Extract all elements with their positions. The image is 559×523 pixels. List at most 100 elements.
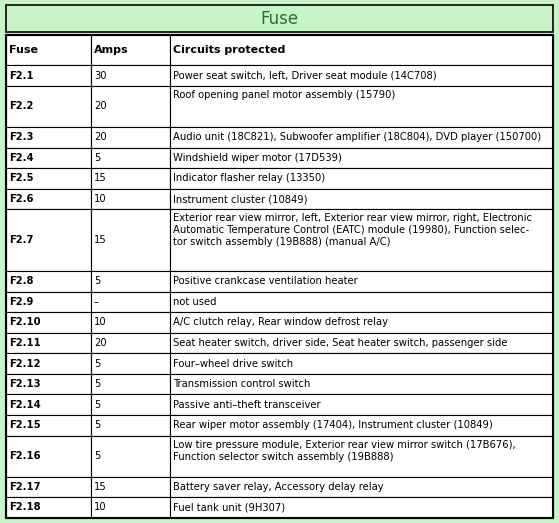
Bar — [91, 476, 170, 497]
Text: F2.15: F2.15 — [9, 420, 41, 430]
Text: 20: 20 — [94, 338, 106, 348]
Bar — [170, 436, 553, 476]
Bar — [6, 65, 91, 86]
Bar — [6, 497, 91, 518]
Bar — [6, 271, 91, 291]
Text: Fuse: Fuse — [9, 45, 38, 55]
Bar — [6, 189, 91, 209]
Bar — [91, 415, 170, 436]
Bar — [170, 353, 553, 374]
Text: F2.18: F2.18 — [9, 503, 41, 513]
Text: Rear wiper motor assembly (17404), Instrument cluster (10849): Rear wiper motor assembly (17404), Instr… — [173, 420, 493, 430]
Text: 5: 5 — [94, 420, 100, 430]
Bar — [91, 189, 170, 209]
Bar — [91, 353, 170, 374]
Text: F2.2: F2.2 — [9, 101, 34, 111]
Text: Fuel tank unit (9H307): Fuel tank unit (9H307) — [173, 503, 286, 513]
Bar — [91, 271, 170, 291]
Bar — [91, 312, 170, 333]
Text: F2.14: F2.14 — [9, 400, 41, 410]
Bar — [91, 436, 170, 476]
Text: F2.13: F2.13 — [9, 379, 40, 389]
Bar — [6, 394, 91, 415]
Text: Amps: Amps — [94, 45, 129, 55]
Bar — [6, 333, 91, 353]
Bar — [6, 86, 91, 127]
Bar — [6, 168, 91, 189]
Bar — [170, 147, 553, 168]
Text: F2.4: F2.4 — [9, 153, 34, 163]
Bar — [170, 291, 553, 312]
Bar — [91, 394, 170, 415]
Text: 15: 15 — [94, 482, 107, 492]
Bar — [6, 127, 91, 147]
Text: 5: 5 — [94, 276, 100, 286]
Bar — [170, 497, 553, 518]
Text: 15: 15 — [94, 174, 107, 184]
Bar — [170, 127, 553, 147]
Text: Seat heater switch, driver side, Seat heater switch, passenger side: Seat heater switch, driver side, Seat he… — [173, 338, 508, 348]
Text: Audio unit (18C821), Subwoofer amplifier (18C804), DVD player (150700): Audio unit (18C821), Subwoofer amplifier… — [173, 132, 542, 142]
Bar — [170, 394, 553, 415]
Text: F2.5: F2.5 — [9, 174, 34, 184]
Bar — [170, 415, 553, 436]
Bar — [91, 291, 170, 312]
Bar — [170, 209, 553, 271]
Bar — [6, 374, 91, 394]
Text: F2.8: F2.8 — [9, 276, 34, 286]
Text: not used: not used — [173, 297, 217, 307]
Text: Exterior rear view mirror, left, Exterior rear view mirror, right, Electronic
Au: Exterior rear view mirror, left, Exterio… — [173, 213, 532, 247]
Bar — [91, 168, 170, 189]
Bar — [91, 147, 170, 168]
Bar — [170, 312, 553, 333]
Text: F2.9: F2.9 — [9, 297, 34, 307]
Bar — [170, 168, 553, 189]
Text: 5: 5 — [94, 359, 100, 369]
Bar — [6, 476, 91, 497]
Bar — [6, 209, 91, 271]
Bar — [6, 5, 553, 32]
Text: 5: 5 — [94, 400, 100, 410]
Text: Positive crankcase ventilation heater: Positive crankcase ventilation heater — [173, 276, 358, 286]
Bar — [170, 86, 553, 127]
Text: 5: 5 — [94, 379, 100, 389]
Text: Windshield wiper motor (17D539): Windshield wiper motor (17D539) — [173, 153, 342, 163]
Text: F2.12: F2.12 — [9, 359, 40, 369]
Text: F2.6: F2.6 — [9, 194, 34, 204]
Bar — [6, 35, 91, 65]
Text: Four–wheel drive switch: Four–wheel drive switch — [173, 359, 293, 369]
Bar — [170, 189, 553, 209]
Text: F2.11: F2.11 — [9, 338, 41, 348]
Bar — [170, 65, 553, 86]
Text: 20: 20 — [94, 101, 106, 111]
Text: Circuits protected: Circuits protected — [173, 45, 286, 55]
Bar — [6, 436, 91, 476]
Bar — [91, 35, 170, 65]
Text: F2.3: F2.3 — [9, 132, 34, 142]
Bar — [6, 312, 91, 333]
Bar — [170, 35, 553, 65]
Bar — [170, 374, 553, 394]
Bar — [170, 476, 553, 497]
Text: 5: 5 — [94, 153, 100, 163]
Text: –: – — [94, 297, 99, 307]
Text: Roof opening panel motor assembly (15790): Roof opening panel motor assembly (15790… — [173, 90, 396, 112]
Text: F2.7: F2.7 — [9, 235, 34, 245]
Text: 30: 30 — [94, 71, 106, 81]
Bar — [6, 291, 91, 312]
Bar — [91, 127, 170, 147]
Bar — [170, 271, 553, 291]
Text: Transmission control switch: Transmission control switch — [173, 379, 311, 389]
Text: F2.17: F2.17 — [9, 482, 40, 492]
Bar — [91, 86, 170, 127]
Bar — [91, 333, 170, 353]
Text: 5: 5 — [94, 451, 100, 461]
Bar — [170, 333, 553, 353]
Bar — [91, 209, 170, 271]
Text: F2.1: F2.1 — [9, 71, 34, 81]
Bar — [91, 65, 170, 86]
Text: F2.10: F2.10 — [9, 317, 40, 327]
Bar — [6, 353, 91, 374]
Text: Low tire pressure module, Exterior rear view mirror switch (17B676),
Function se: Low tire pressure module, Exterior rear … — [173, 440, 516, 462]
Text: A/C clutch relay, Rear window defrost relay: A/C clutch relay, Rear window defrost re… — [173, 317, 389, 327]
